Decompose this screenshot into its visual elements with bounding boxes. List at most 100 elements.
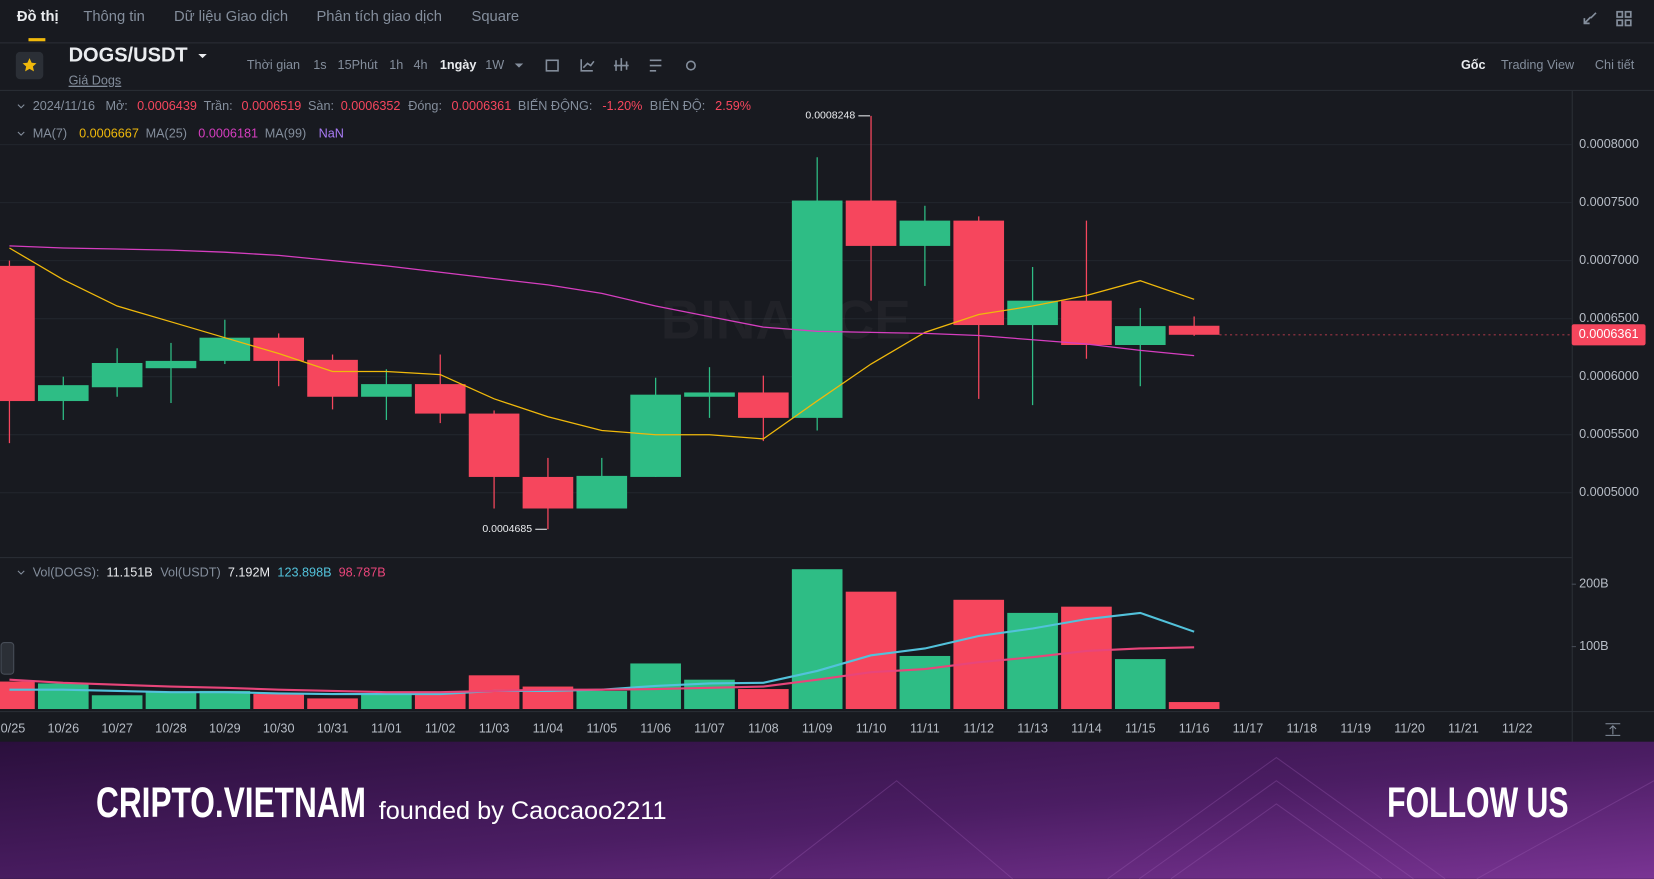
view-option[interactable]: Gốc (1461, 58, 1486, 72)
volume-bar (845, 591, 897, 710)
legend-label: MA(25) (146, 126, 187, 140)
legend-value: 0.0006667 (79, 126, 139, 140)
candle-body (576, 475, 628, 509)
settings-icon[interactable] (685, 60, 696, 71)
symbol-pair[interactable]: DOGS/USDT (69, 44, 189, 66)
tab[interactable]: Phân tích giao dịch (316, 9, 441, 25)
tool-icons (545, 58, 696, 72)
info-value: 0.0006519 (242, 99, 302, 113)
view-option[interactable]: Chi tiết (1595, 58, 1635, 72)
candle-body (361, 384, 412, 397)
layout-icon[interactable] (649, 59, 662, 72)
info-label: BIÊN ĐỘ: (650, 98, 706, 113)
interval[interactable]: 1h (389, 58, 403, 72)
x-tick-label: 10/28 (155, 721, 187, 735)
x-tick-label: 11/12 (963, 721, 994, 735)
tagline: founded by Caocaoo2211 (379, 797, 667, 825)
legend-label: Vol(USDT) (160, 565, 220, 579)
x-tick-label: 11/04 (533, 721, 564, 735)
price-tag-label: 0.0006361 (1579, 327, 1639, 341)
volume-bar (414, 693, 466, 710)
tab[interactable]: Thông tin (83, 9, 145, 25)
side-handle[interactable] (0, 642, 15, 675)
info-value: 2.59% (715, 99, 751, 113)
candle-body (145, 360, 197, 369)
volume-bar (199, 690, 251, 710)
y-tick-label: 0.0006000 (1579, 369, 1639, 383)
brand: CRIPTO.VIETNAM (96, 779, 366, 826)
x-tick-label: 10/29 (209, 721, 241, 735)
grid-icon[interactable] (1616, 10, 1624, 18)
tab-indicator (28, 38, 46, 42)
chevron[interactable] (17, 570, 25, 575)
candle-body (845, 200, 897, 246)
view-option[interactable]: Trading View (1501, 58, 1575, 72)
interval[interactable]: 1ngày (440, 58, 477, 72)
indicator-icon[interactable] (580, 59, 595, 72)
y-tick-label: 0.0006500 (1579, 311, 1639, 325)
candle-body (253, 337, 305, 361)
info-value: 0.0006361 (451, 99, 511, 113)
ohlc-info: 2024/11/16 Mở: 0.0006439 Trần: 0.0006519 Sàn:… (17, 98, 751, 579)
extreme-label: 0.0008248 (805, 110, 855, 122)
info-value: -1.20% (602, 99, 642, 113)
chevron[interactable] (17, 131, 25, 136)
x-tick-label: 10/30 (263, 721, 295, 735)
candle-body (91, 362, 143, 388)
window-icons (1583, 10, 1632, 27)
interval[interactable]: 1W (485, 58, 504, 72)
volume-bar (145, 692, 197, 710)
volume-bar (738, 689, 789, 710)
follow-us[interactable]: FOLLOW US (1387, 779, 1568, 826)
y-tick-label: 100B (1579, 639, 1609, 653)
dropdown-icon[interactable] (514, 63, 524, 68)
dropdown-icon[interactable] (198, 53, 207, 59)
x-tick-label: 11/18 (1286, 721, 1317, 735)
banner (0, 741, 1654, 879)
tab[interactable]: Dữ liệu Giao dịch (174, 9, 288, 25)
interval[interactable]: 1s (313, 58, 326, 72)
volume-bar (1061, 606, 1112, 710)
y-tick-label: 0.0007000 (1579, 253, 1639, 267)
tab[interactable]: Đồ thị (17, 9, 59, 25)
info-label: Mở: (105, 99, 127, 113)
axis-icon[interactable] (1605, 723, 1621, 736)
x-tick-label: 11/08 (748, 721, 779, 735)
volume-bar (307, 698, 358, 710)
legend-value: 123.898B (277, 565, 331, 579)
y-tick-label: 0.0005500 (1579, 427, 1639, 441)
x-tick-label: 11/07 (694, 721, 725, 735)
legend-value: 11.151B (107, 565, 153, 579)
x-tick-label: 11/11 (910, 721, 940, 735)
volume-bar (1007, 612, 1058, 710)
volume-bar (899, 655, 951, 710)
x-tick-label: 11/02 (425, 721, 456, 735)
x-tick-label: 11/17 (1233, 721, 1264, 735)
volume-bar (1114, 659, 1166, 710)
x-tick-label: 11/01 (371, 721, 402, 735)
y-tick-label: 0.0005000 (1579, 485, 1639, 499)
x-tick-label: 11/19 (1340, 721, 1371, 735)
volume-bar (253, 694, 305, 710)
candle-body (414, 384, 466, 414)
interval[interactable]: 15Phút (338, 58, 379, 72)
tab[interactable]: Square (472, 9, 520, 25)
chevron[interactable] (17, 104, 25, 109)
symbol-name[interactable]: Giá Dogs (69, 74, 122, 88)
candle-body (522, 476, 574, 509)
x-tick-label: 10/27 (101, 721, 133, 735)
calendar-icon[interactable] (545, 59, 559, 72)
info-value: 0.0006439 (137, 99, 197, 113)
candle-body (0, 265, 35, 402)
candle-icon[interactable] (613, 58, 629, 71)
y-tick-label: 0.0008000 (1579, 137, 1639, 151)
collapse-icon[interactable] (1583, 12, 1597, 25)
banner-shapes (769, 756, 1654, 879)
info-label: BIẾN ĐỘNG: (518, 98, 592, 113)
watermark: BINANCE (661, 288, 911, 350)
x-tick-label: 11/06 (640, 721, 671, 735)
ma-line (9, 247, 1195, 440)
candle-body (199, 337, 251, 361)
interval[interactable]: 4h (414, 58, 428, 72)
